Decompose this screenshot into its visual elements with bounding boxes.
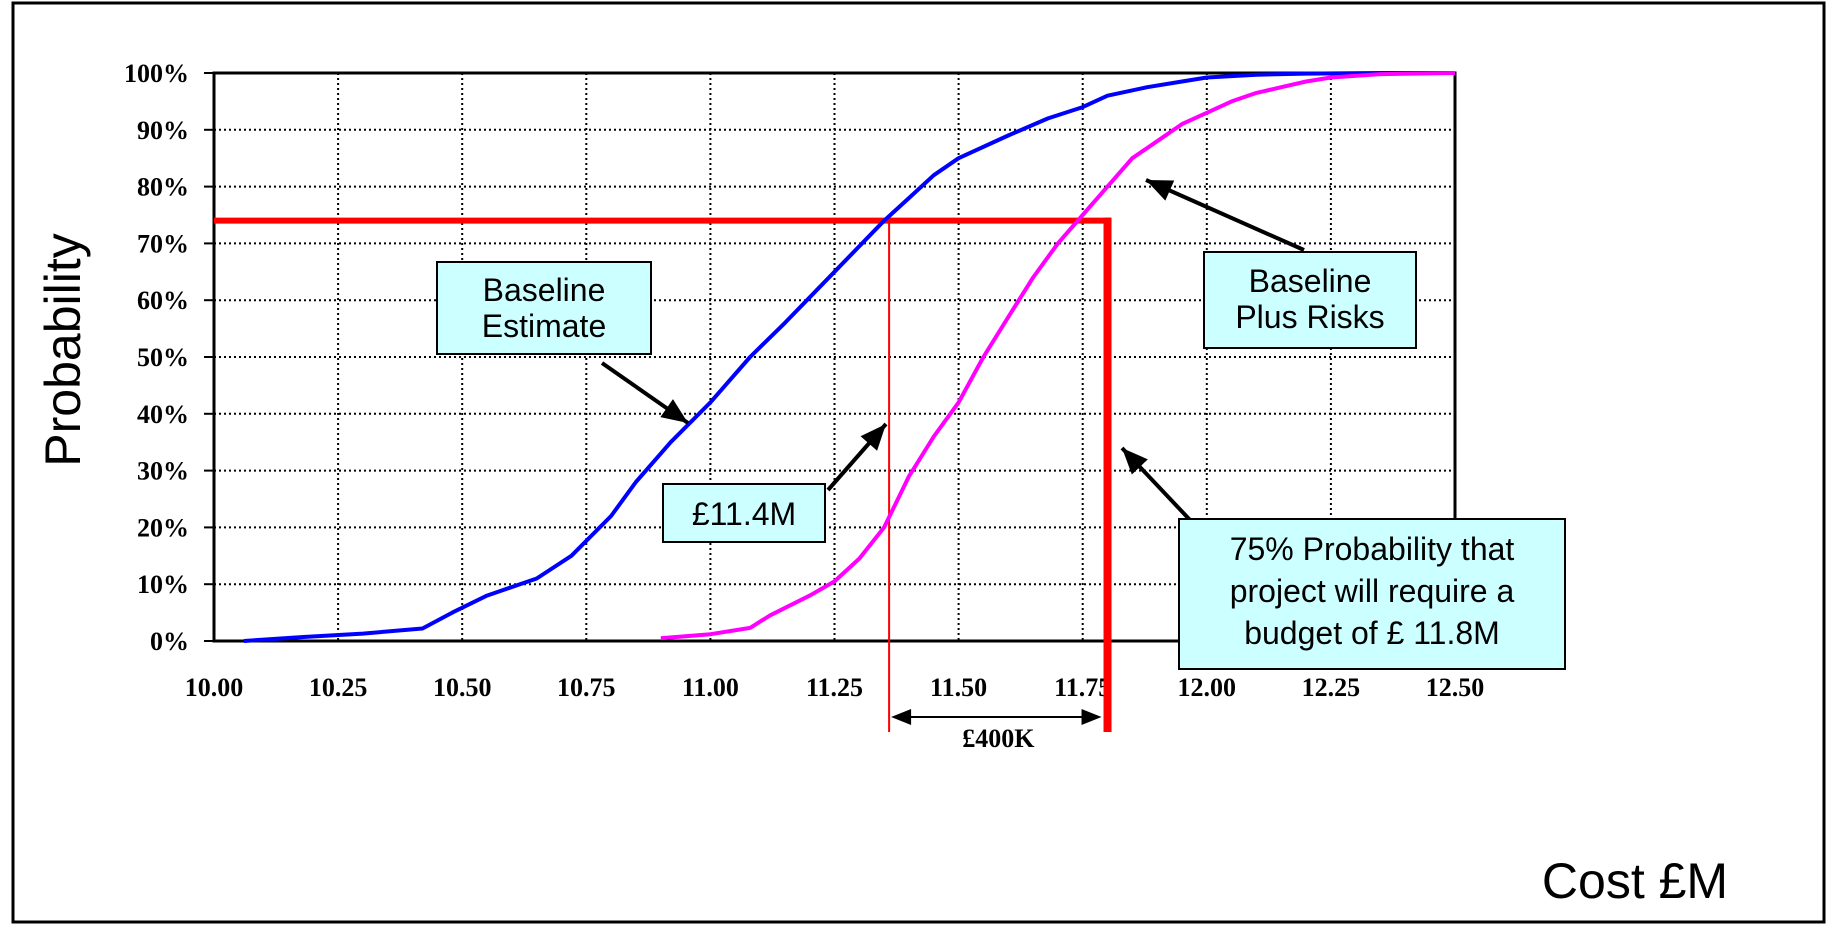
callout-box-probability [1178,518,1566,670]
x-tick-label: 10.75 [557,673,616,702]
x-tick-label: 10.25 [309,673,368,702]
series-line-risks [660,71,1456,641]
y-tick-label: 30% [137,457,189,486]
axis-ticks: 10.00 10.25 10.50 10.75 11.00 11.25 11.50 11.75… [124,59,1484,702]
x-axis-label: Cost £M [1542,853,1728,909]
y-axis-label: Probability [35,233,91,466]
gap-indicator: £400K [891,709,1102,753]
callout-text-baseline: Baseline [483,272,606,308]
reference-lines [214,217,1112,732]
callout-box-value [662,483,826,543]
y-tick-label: 10% [137,570,189,599]
callout-text-risks: Plus Risks [1235,299,1384,335]
series-lines [243,71,1456,643]
arrow-probability-head [1122,448,1148,475]
x-tick-label: 10.00 [185,673,244,702]
x-tick-label: 12.00 [1178,673,1237,702]
plot-grid [214,73,1455,641]
y-tick-label: 90% [137,116,189,145]
y-tick-label: 20% [137,513,189,542]
x-tick-label: 10.50 [433,673,492,702]
x-tick-label: 11.75 [1054,673,1111,702]
arrow-baseline-head [660,399,688,423]
y-tick-label: 40% [137,400,189,429]
arrow-risks-head [1146,180,1175,201]
x-tick-label: 12.25 [1302,673,1361,702]
callout-box-risks [1203,251,1417,349]
y-tick-label: 50% [137,343,189,372]
callout-arrows [600,178,1305,522]
x-tick-label: 12.50 [1426,673,1485,702]
x-tick-label: 11.25 [806,673,863,702]
x-tick-label: 11.50 [930,673,987,702]
callout-text-value: £11.4M [692,496,796,532]
y-tick-label: 60% [137,286,189,315]
series-line-baseline [243,71,1455,643]
arrow-risks-shaft [1145,178,1305,252]
callout-text-probability: budget of £ 11.8M [1244,615,1500,651]
x-tick-label: 11.00 [682,673,739,702]
gap-label: £400K [962,724,1035,753]
callout-text-probability: project will require a [1230,573,1515,609]
callout-text-probability: 75% Probability that [1230,531,1515,567]
y-tick-label: 70% [137,229,189,258]
arrow-value-head [860,424,886,451]
callout-text-risks: Baseline [1249,263,1372,299]
y-tick-label: 100% [124,59,189,88]
callout-text-baseline: Estimate [482,308,606,344]
gap-arrowhead-left [891,709,912,725]
callout-box-baseline [436,261,652,355]
y-tick-label: 0% [150,627,189,656]
y-tick-label: 80% [137,173,189,202]
gap-arrowhead-right [1081,709,1102,725]
